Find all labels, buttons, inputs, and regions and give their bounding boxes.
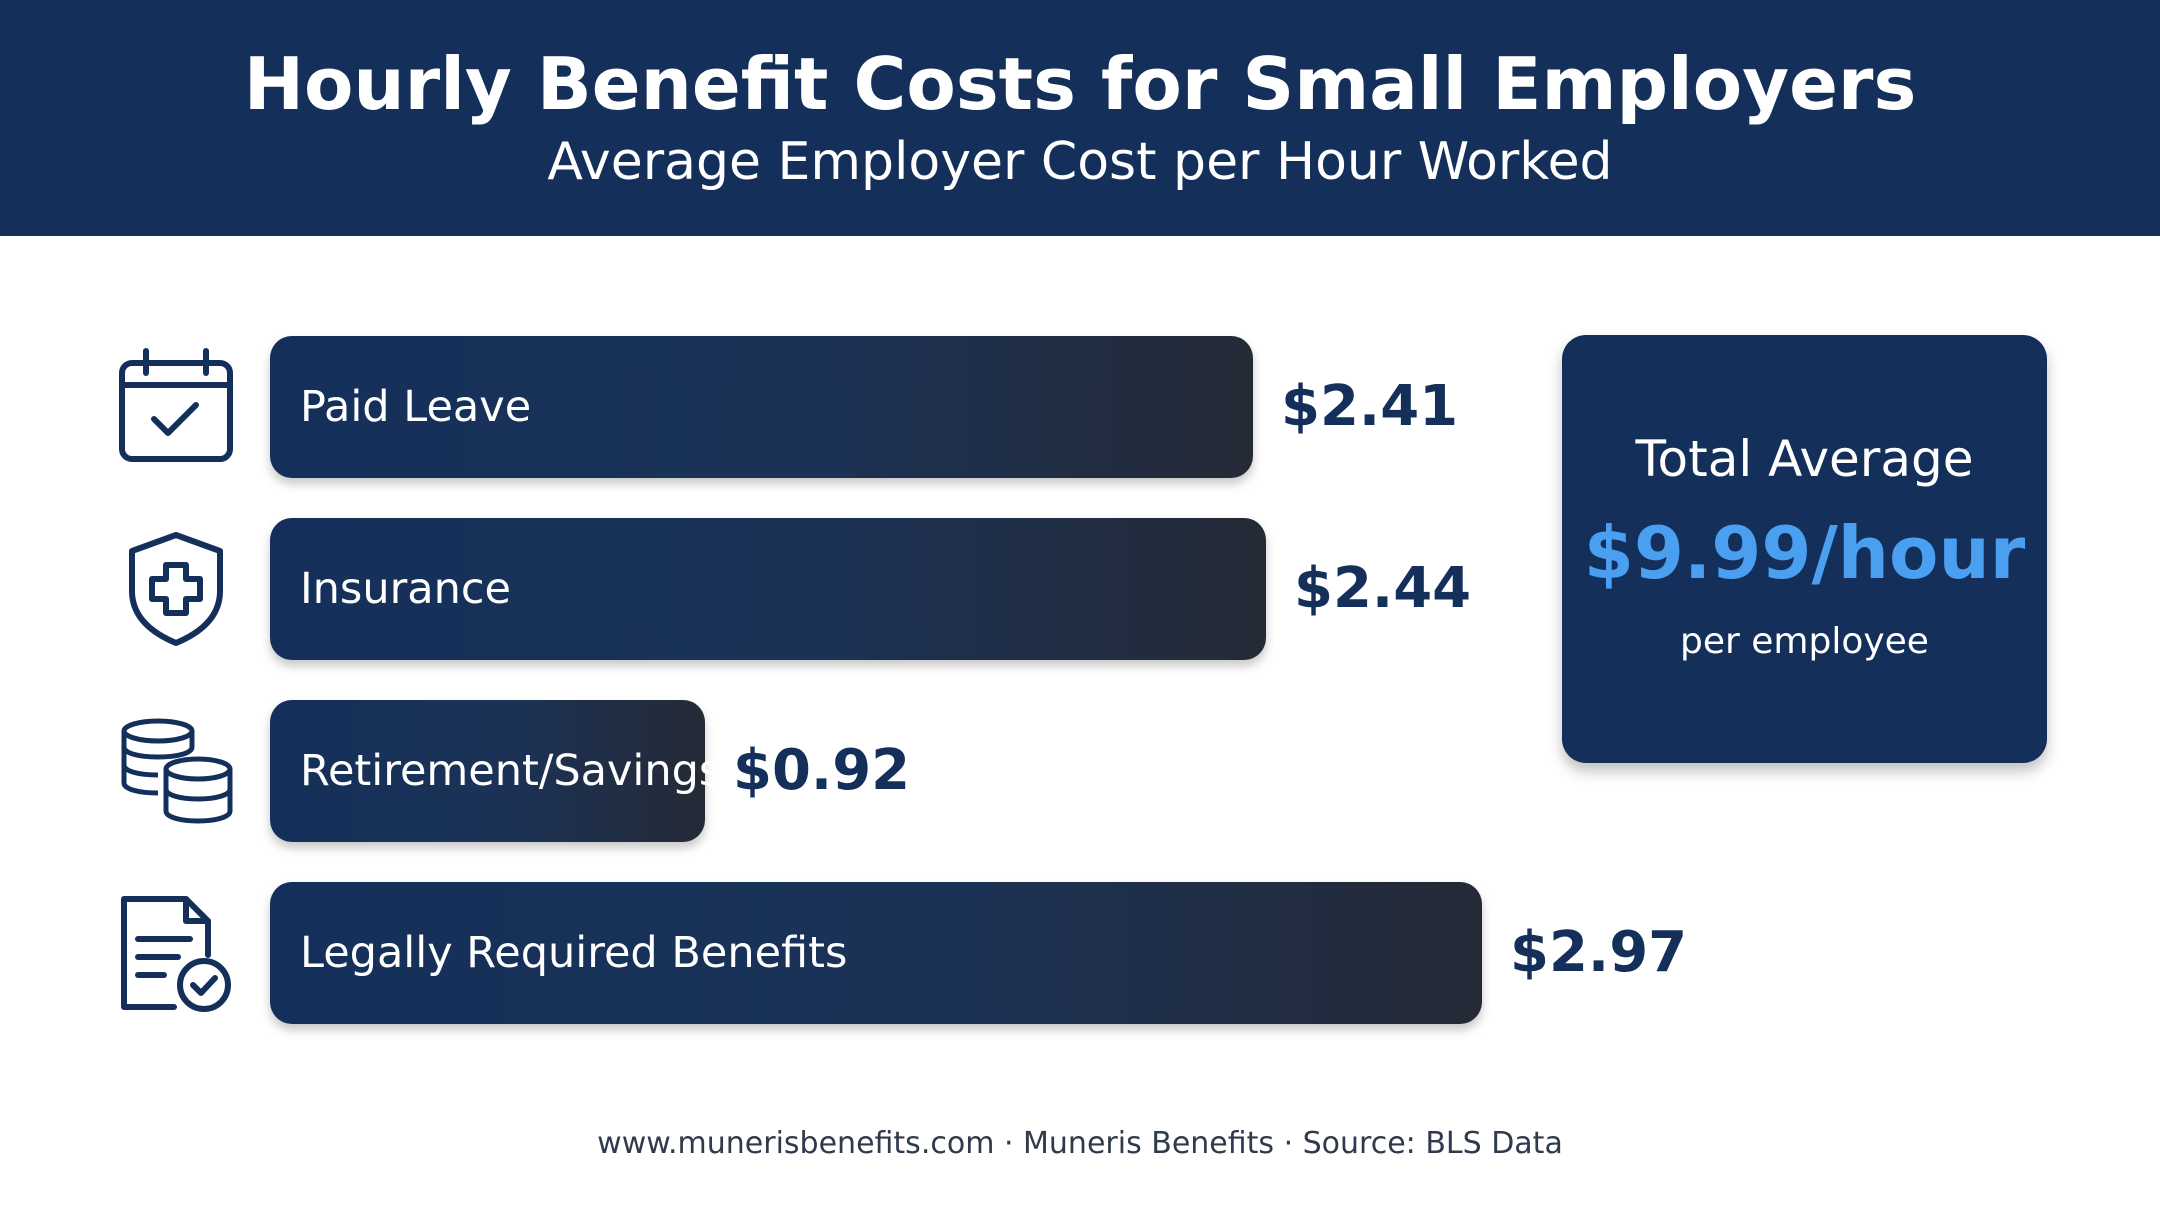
bar-label-legally-required-benefits: Legally Required Benefits [300,928,848,978]
document-check-icon [116,893,236,1013]
total-average-label: Total Average [1635,430,1974,488]
bar-paid-leave [270,336,1253,478]
total-average-subtext: per employee [1680,621,1929,662]
shield-plus-icon [116,529,236,649]
benefit-cost-chart: Paid Leave $2.41 Insurance $2.44 Retirement/… [0,236,2160,1136]
bar-value-legally-required-benefits: $2.97 [1510,920,1688,985]
bar-insurance [270,518,1266,660]
header-banner: Hourly Benefit Costs for Small Employers… [0,0,2160,236]
bar-label-insurance: Insurance [300,564,511,614]
calendar-check-icon [116,347,236,467]
coins-stack-icon [116,711,236,831]
bar-value-retirement-savings: $0.92 [733,738,911,803]
bar-label-retirement-savings: Retirement/Savings [300,746,722,796]
page-subtitle: Average Employer Cost per Hour Worked [547,132,1613,192]
bar-label-paid-leave: Paid Leave [300,382,532,432]
page-title: Hourly Benefit Costs for Small Employers [243,42,1917,126]
bar-retirement-savings [270,700,705,842]
total-average-card: Total Average $9.99/hour per employee [1562,335,2047,763]
footer-credit: www.munerisbenefits.com · Muneris Benefi… [597,1126,1563,1161]
total-average-value: $9.99/hour [1583,511,2026,595]
bar-value-paid-leave: $2.41 [1281,374,1459,439]
bar-legally-required-benefits [270,882,1482,1024]
bar-value-insurance: $2.44 [1294,556,1472,621]
